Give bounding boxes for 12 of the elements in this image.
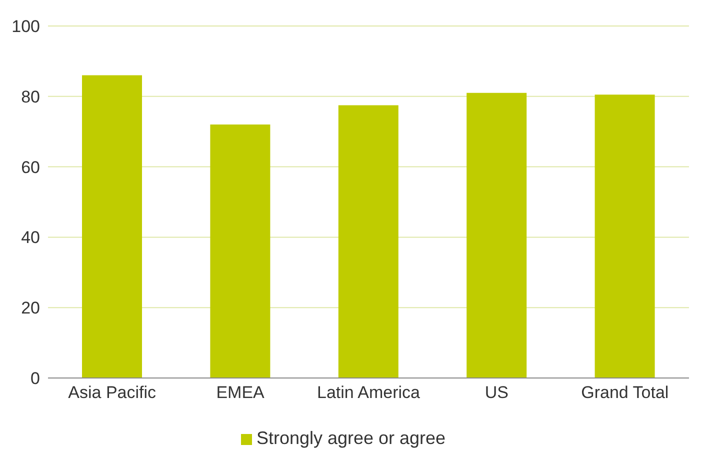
y-tick-label: 40 xyxy=(21,228,40,248)
y-tick-label: 0 xyxy=(30,369,40,388)
y-tick-label: 100 xyxy=(12,17,40,36)
x-tick-label: Latin America xyxy=(317,383,421,402)
y-tick-label: 60 xyxy=(21,158,40,177)
x-tick-label: Asia Pacific xyxy=(68,383,157,402)
x-tick-label: Grand Total xyxy=(581,383,669,402)
y-tick-label: 20 xyxy=(21,298,40,318)
y-tick-label: 80 xyxy=(21,87,40,106)
legend-label: Strongly agree or agree xyxy=(256,428,446,448)
x-tick-label: EMEA xyxy=(216,383,266,402)
x-tick-label: US xyxy=(484,383,509,402)
